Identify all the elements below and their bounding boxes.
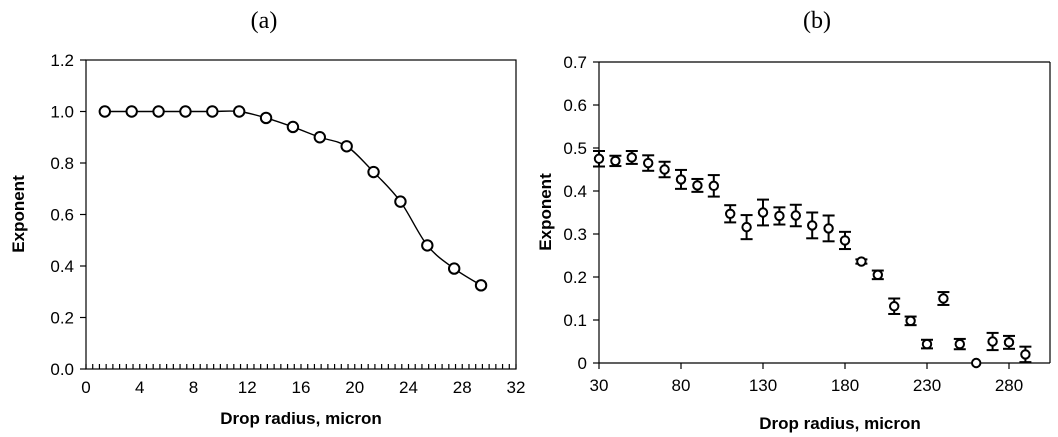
data-point	[659, 164, 670, 175]
y-tick-label: 1.2	[50, 51, 74, 70]
data-point	[839, 235, 851, 246]
panel-a-series-line	[104, 110, 482, 286]
panel-a-y-tick-labels: 0.0 0.2 0.4 0.6 0.8 1.0 1.2	[50, 51, 74, 379]
data-point	[725, 208, 736, 219]
data-point	[626, 152, 637, 163]
x-tick-label: 8	[189, 378, 198, 397]
data-point	[125, 105, 138, 118]
panel-b-y-tick-labels: 0 0.1 0.2 0.3 0.4 0.5 0.6 0.7	[563, 53, 587, 373]
y-tick-label: 0.3	[563, 225, 587, 244]
panel-b-y-axis-title: Exponent	[536, 173, 555, 251]
panel-a-data-points	[98, 105, 488, 292]
x-tick-label: 130	[749, 376, 777, 395]
y-tick-label: 1.0	[50, 103, 74, 122]
data-point	[905, 315, 916, 327]
data-point	[823, 223, 834, 234]
x-tick-label: 32	[507, 378, 526, 397]
data-point	[954, 338, 965, 350]
data-point	[708, 180, 719, 192]
x-tick-label: 28	[453, 378, 472, 397]
data-point	[643, 157, 654, 169]
data-point	[1020, 349, 1031, 360]
panel-a-chart: (a) 0 4 8 12 16 20 24 28 32 0.0 0.2 0.4 0.6 0.8 1.0 1.…	[9, 8, 525, 428]
data-point	[259, 111, 273, 125]
x-tick-label: 20	[345, 378, 364, 397]
data-point	[394, 195, 407, 208]
panel-b-x-tick-labels: 30 80 130 180 230 280	[590, 376, 1024, 395]
data-point	[447, 262, 461, 275]
panel-a-label: (a)	[251, 8, 278, 34]
panel-a-y-axis-title: Exponent	[9, 175, 28, 253]
data-point	[856, 256, 867, 267]
data-point	[367, 165, 380, 179]
data-point	[971, 357, 982, 369]
x-tick-label: 30	[590, 376, 609, 395]
panel-b-chart: (b) 30 80 130 180 230 280 0 0.1 0.2 0.3 0.4 0.5 0.6…	[536, 8, 1051, 433]
y-tick-label: 0.2	[563, 268, 587, 287]
y-tick-label: 0.7	[563, 53, 587, 72]
x-tick-label: 230	[913, 376, 941, 395]
data-point	[872, 269, 883, 281]
y-tick-label: 0.8	[50, 154, 74, 173]
data-point	[286, 120, 300, 134]
data-point	[790, 210, 801, 221]
x-tick-label: 24	[399, 378, 418, 397]
data-point	[340, 140, 353, 153]
data-point	[474, 279, 488, 292]
panel-a-ticks	[80, 59, 517, 370]
data-point	[421, 239, 434, 252]
x-tick-label: 16	[292, 378, 311, 397]
x-tick-label: 80	[672, 376, 691, 395]
data-point	[610, 155, 621, 167]
data-point	[206, 105, 219, 118]
data-point	[232, 105, 246, 118]
data-point	[889, 301, 900, 312]
data-point	[987, 336, 998, 347]
y-tick-label: 0.1	[563, 311, 587, 330]
data-point	[741, 221, 752, 233]
y-tick-label: 0.5	[563, 139, 587, 158]
y-tick-label: 0	[578, 354, 587, 373]
data-point	[98, 105, 112, 118]
data-point	[757, 207, 769, 218]
x-tick-label: 280	[995, 376, 1023, 395]
data-point	[313, 131, 327, 144]
data-point	[675, 174, 687, 185]
data-point	[774, 210, 785, 222]
panel-b-data-points	[593, 150, 1032, 369]
data-point	[692, 180, 703, 191]
y-tick-label: 0.4	[563, 182, 587, 201]
data-point	[938, 293, 949, 304]
data-point	[179, 105, 192, 118]
x-tick-label: 4	[135, 378, 144, 397]
data-point	[807, 220, 818, 231]
data-point	[593, 153, 605, 164]
panel-b-ticks	[593, 61, 1010, 369]
x-tick-label: 12	[238, 378, 257, 397]
panel-b-label: (b)	[803, 8, 831, 34]
x-tick-label: 180	[831, 376, 859, 395]
y-tick-label: 0.6	[563, 96, 587, 115]
y-tick-label: 0.6	[50, 206, 74, 225]
panel-a-x-tick-labels: 0 4 8 12 16 20 24 28 32	[81, 378, 525, 397]
panel-a-plot-frame	[85, 59, 517, 370]
data-point	[921, 338, 933, 350]
panel-b-x-axis-title: Drop radius, micron	[759, 414, 921, 433]
x-tick-label: 0	[81, 378, 90, 397]
y-tick-label: 0.2	[50, 309, 74, 328]
data-point	[1003, 337, 1015, 348]
data-point	[152, 105, 165, 118]
panel-a-x-axis-title: Drop radius, micron	[220, 409, 382, 428]
y-tick-label: 0.4	[50, 257, 74, 276]
y-tick-label: 0.0	[50, 360, 74, 379]
